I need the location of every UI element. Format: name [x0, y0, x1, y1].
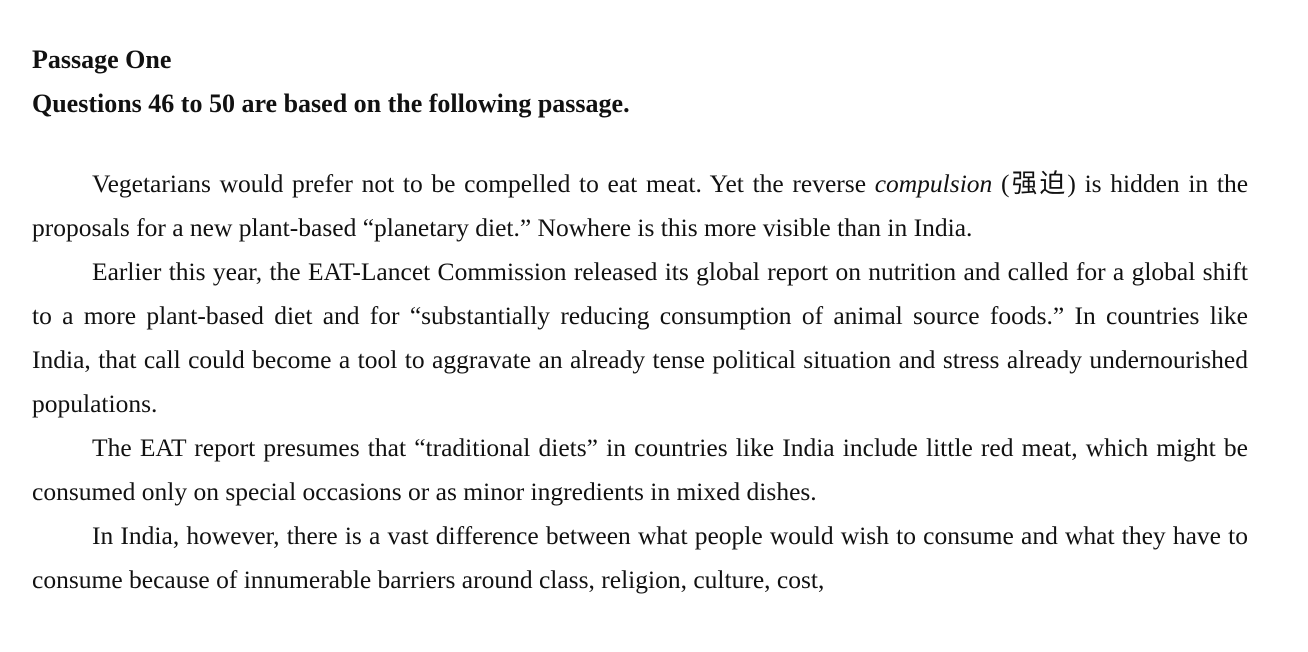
passage-title: Passage One [32, 45, 172, 74]
passage-page: Passage One Questions 46 to 50 are based… [32, 38, 1248, 602]
paragraph-4: In India, however, there is a vast diffe… [32, 521, 1248, 594]
heading-spacer [32, 126, 1248, 162]
questions-instruction: Questions 46 to 50 are based on the foll… [32, 89, 630, 118]
paragraph-1-italic-term: compulsion [874, 169, 993, 198]
paragraph-1-text-after: is hidden in the proposals for a new pla… [32, 169, 1249, 242]
paragraph-1-text-before: Vegetarians would prefer not to be compe… [92, 169, 875, 198]
paragraph-1: Vegetarians would prefer not to be compe… [32, 162, 1248, 250]
paragraph-2: Earlier this year, the EAT-Lancet Commis… [32, 257, 1248, 418]
paragraph-1-chinese-gloss: (强迫) [992, 169, 1085, 198]
paragraph-3: The EAT report presumes that “traditiona… [32, 433, 1248, 506]
